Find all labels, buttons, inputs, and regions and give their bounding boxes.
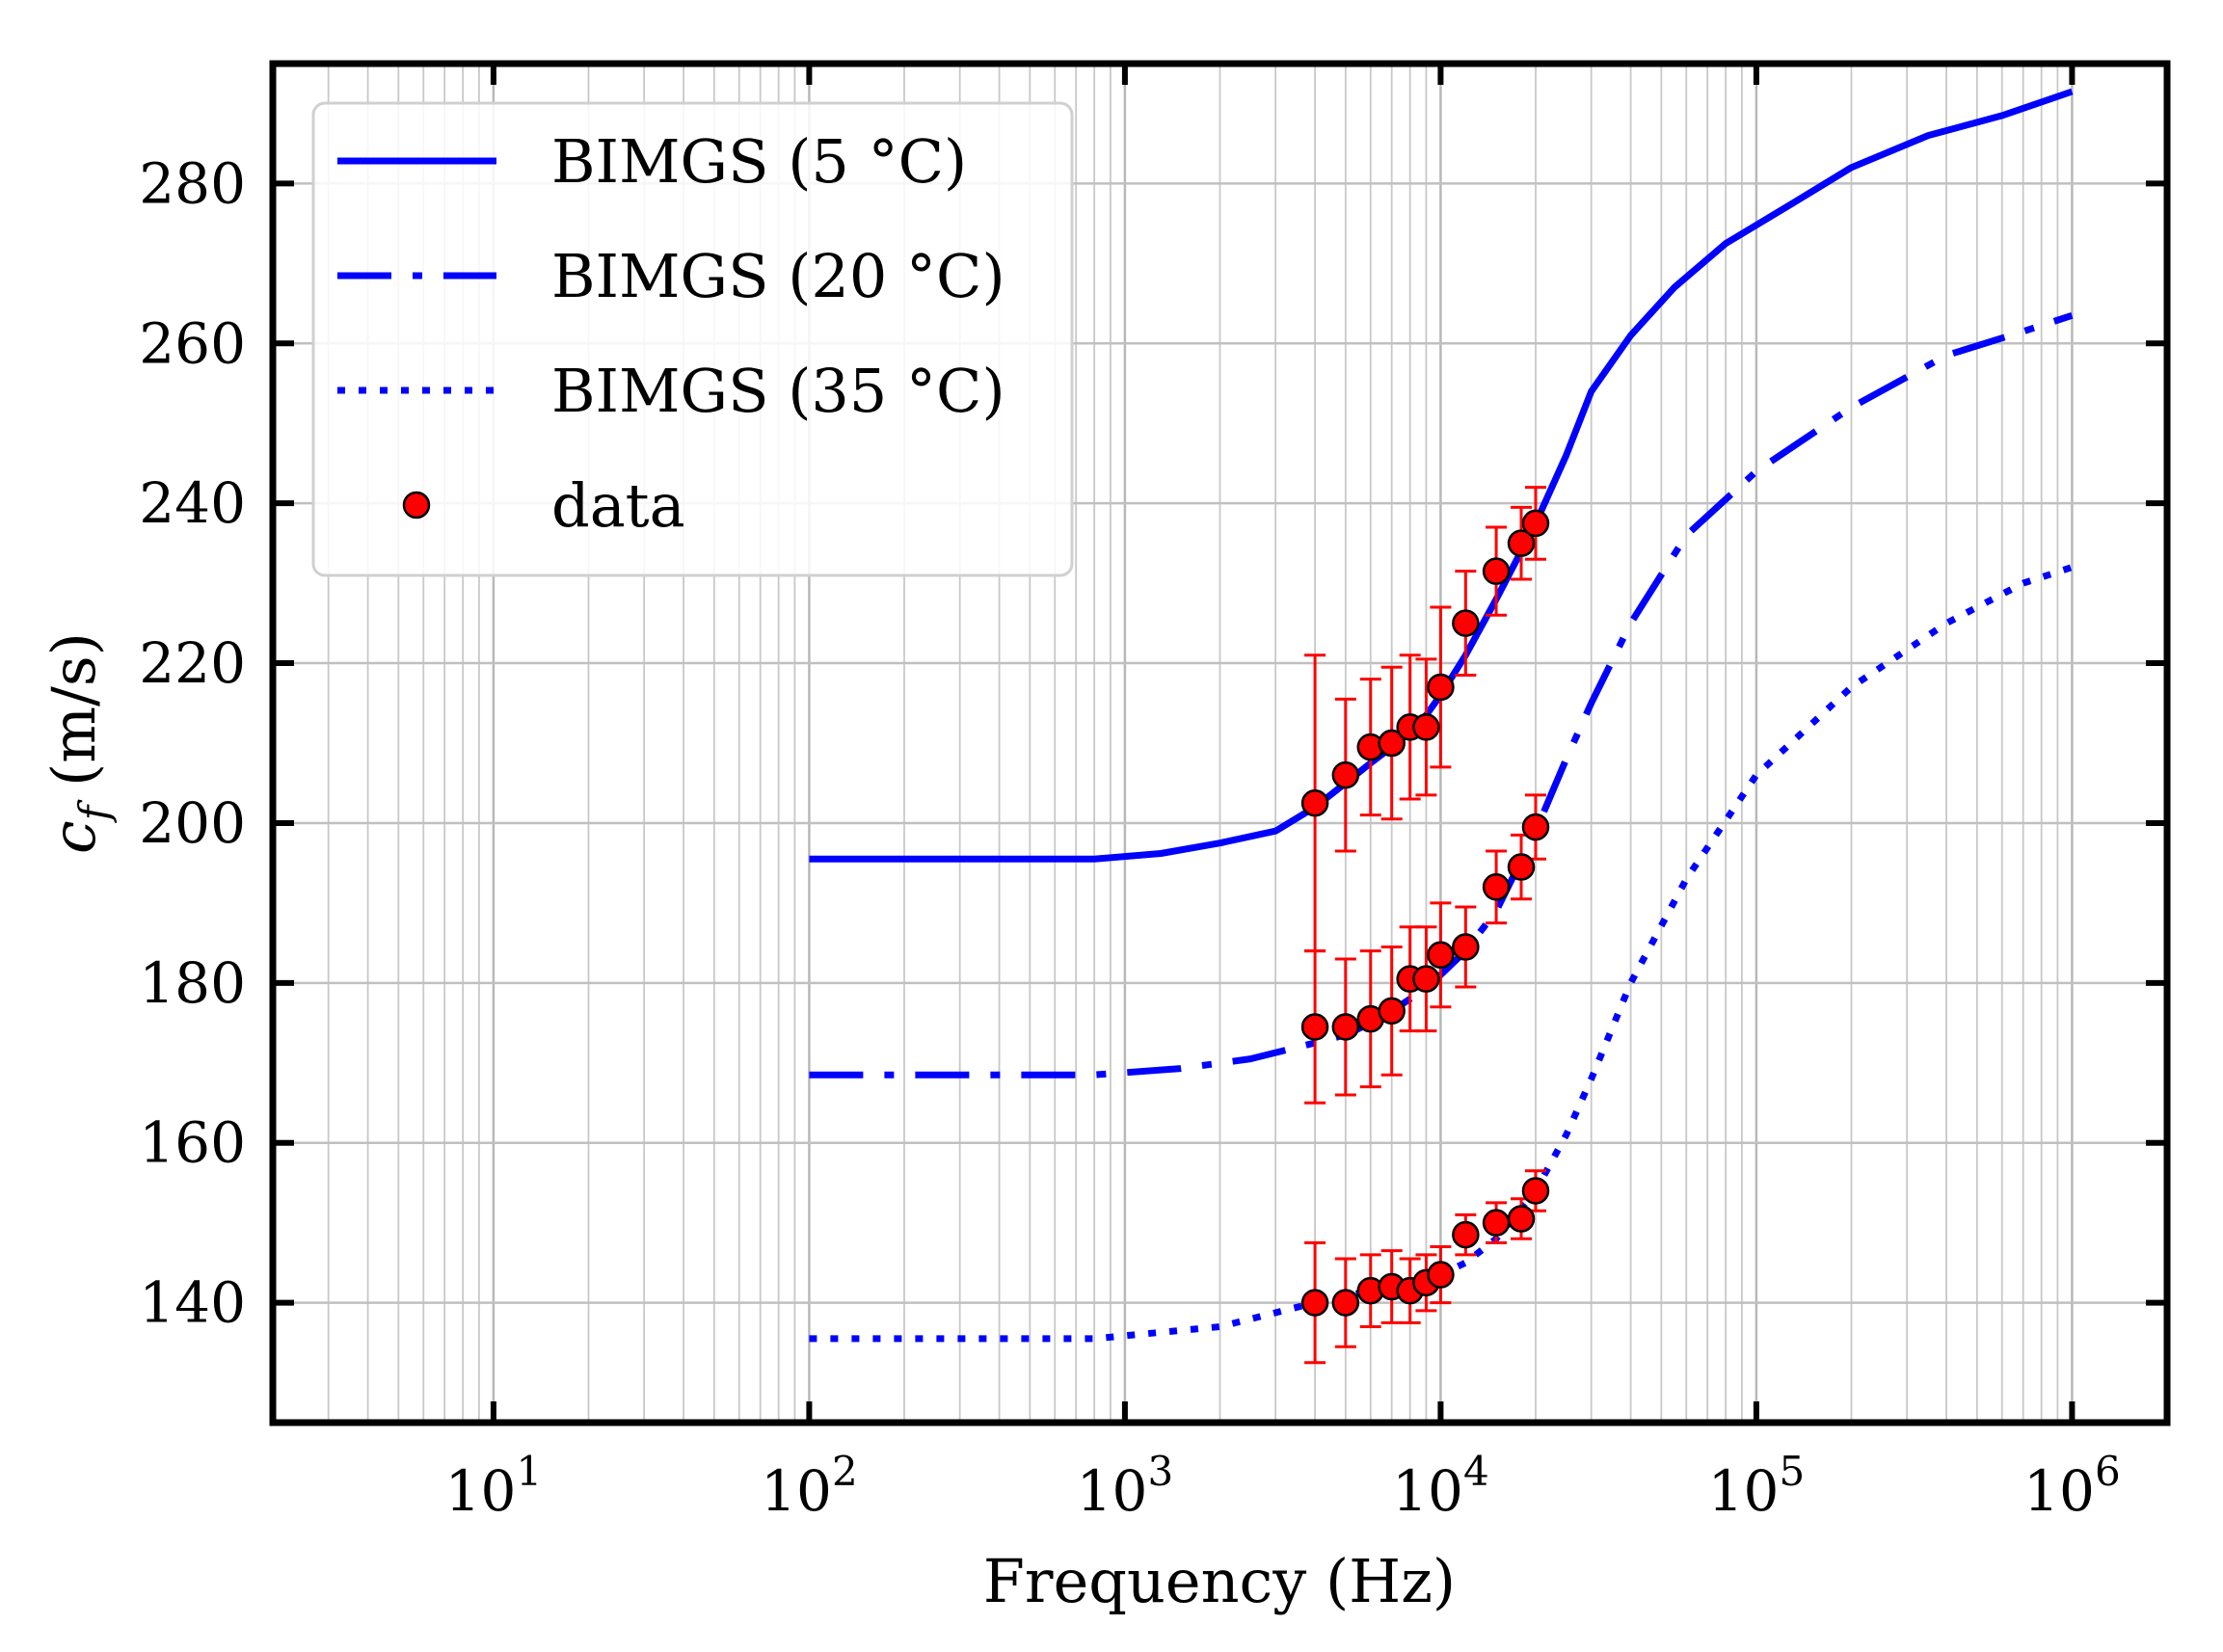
data-points [1300,486,1550,1365]
x-tick-label: 102 [761,1448,858,1524]
x-tick-label: 101 [445,1448,543,1524]
x-tick-base: 10 [1708,1458,1780,1524]
legend-box [311,101,1074,577]
x-tick-label: 106 [2023,1448,2121,1524]
x-tick-base: 10 [445,1458,517,1524]
y-tick-label: 280 [139,150,246,216]
x-axis-label: Frequency (Hz) [983,1546,1456,1616]
data-point [1521,509,1550,538]
legend-label: BIMGS (35 °C) [551,356,1005,426]
legend-entry-3: BIMGS (35 °C) [337,356,1005,426]
data-point [1412,713,1440,741]
x-tick-exponent: 5 [1779,1448,1805,1495]
y-tick-label: 140 [139,1270,246,1336]
x-tick-base: 10 [761,1458,832,1524]
data-point [1482,1209,1511,1237]
axis-ticks [273,64,2167,1423]
legend-label: BIMGS (20 °C) [551,241,1005,311]
x-tick-labels: 101 102 103 104 105 106 [445,1448,2121,1524]
data-point [1521,813,1550,841]
data-point [1412,965,1440,993]
x-tick-exponent: 1 [516,1448,542,1495]
x-tick-exponent: 4 [1463,1448,1489,1495]
data-point [1452,1220,1480,1249]
data-point [1482,557,1511,585]
data-point [1427,673,1455,702]
data-point [1427,1261,1455,1289]
data-point [1452,609,1480,637]
x-tick-exponent: 2 [832,1448,858,1495]
x-tick-label: 103 [1077,1448,1174,1524]
y-tick-label: 260 [139,310,246,376]
y-tick-label: 180 [139,950,246,1016]
legend-entry-4: data [402,470,685,541]
data-point [1331,1013,1360,1041]
x-tick-exponent: 6 [2095,1448,2121,1495]
data-point [1331,1289,1360,1317]
legend-entry-1: BIMGS (5 °C) [337,126,967,197]
x-tick-base: 10 [1077,1458,1148,1524]
legend-label: BIMGS (5 °C) [551,126,967,197]
x-tick-label: 104 [1392,1448,1489,1524]
x-tick-base: 10 [2023,1458,2095,1524]
y-tick-label: 220 [139,630,246,696]
data-point [1378,729,1406,758]
y-tick-label: 160 [139,1110,246,1176]
data-point [1507,529,1536,557]
plot-frame [269,60,2171,1426]
data-point [1378,997,1406,1026]
legend-entry-2: BIMGS (20 °C) [337,241,1005,311]
data-point [1300,1289,1329,1317]
x-tick-label: 105 [1708,1448,1806,1524]
legend-label: data [551,470,685,541]
legend-marker [402,491,431,520]
y-axis-unit: (m/s) [39,632,109,806]
data-point [1427,941,1455,970]
data-point [1452,933,1480,961]
x-tick-exponent: 3 [1147,1448,1173,1495]
legend: BIMGS (5 °C) BIMGS (20 °C) BIMGS (35 °C) da… [311,101,1074,577]
data-point [1300,1013,1329,1041]
y-tick-label: 240 [139,470,246,536]
y-tick-label: 200 [139,790,246,856]
data-point [1521,1177,1550,1205]
data-point [1507,853,1536,881]
x-tick-base: 10 [1392,1458,1463,1524]
y-axis-symbol: c [39,820,109,854]
series-line-1 [809,88,2074,863]
data-point [1331,760,1360,789]
y-tick-labels: 140 160 180 200 220 240 260 280 [139,150,246,1335]
data-point [1507,1205,1536,1233]
data-point [1300,788,1329,817]
data-point [1482,873,1511,901]
y-axis-label: cf (m/s) [39,632,118,854]
